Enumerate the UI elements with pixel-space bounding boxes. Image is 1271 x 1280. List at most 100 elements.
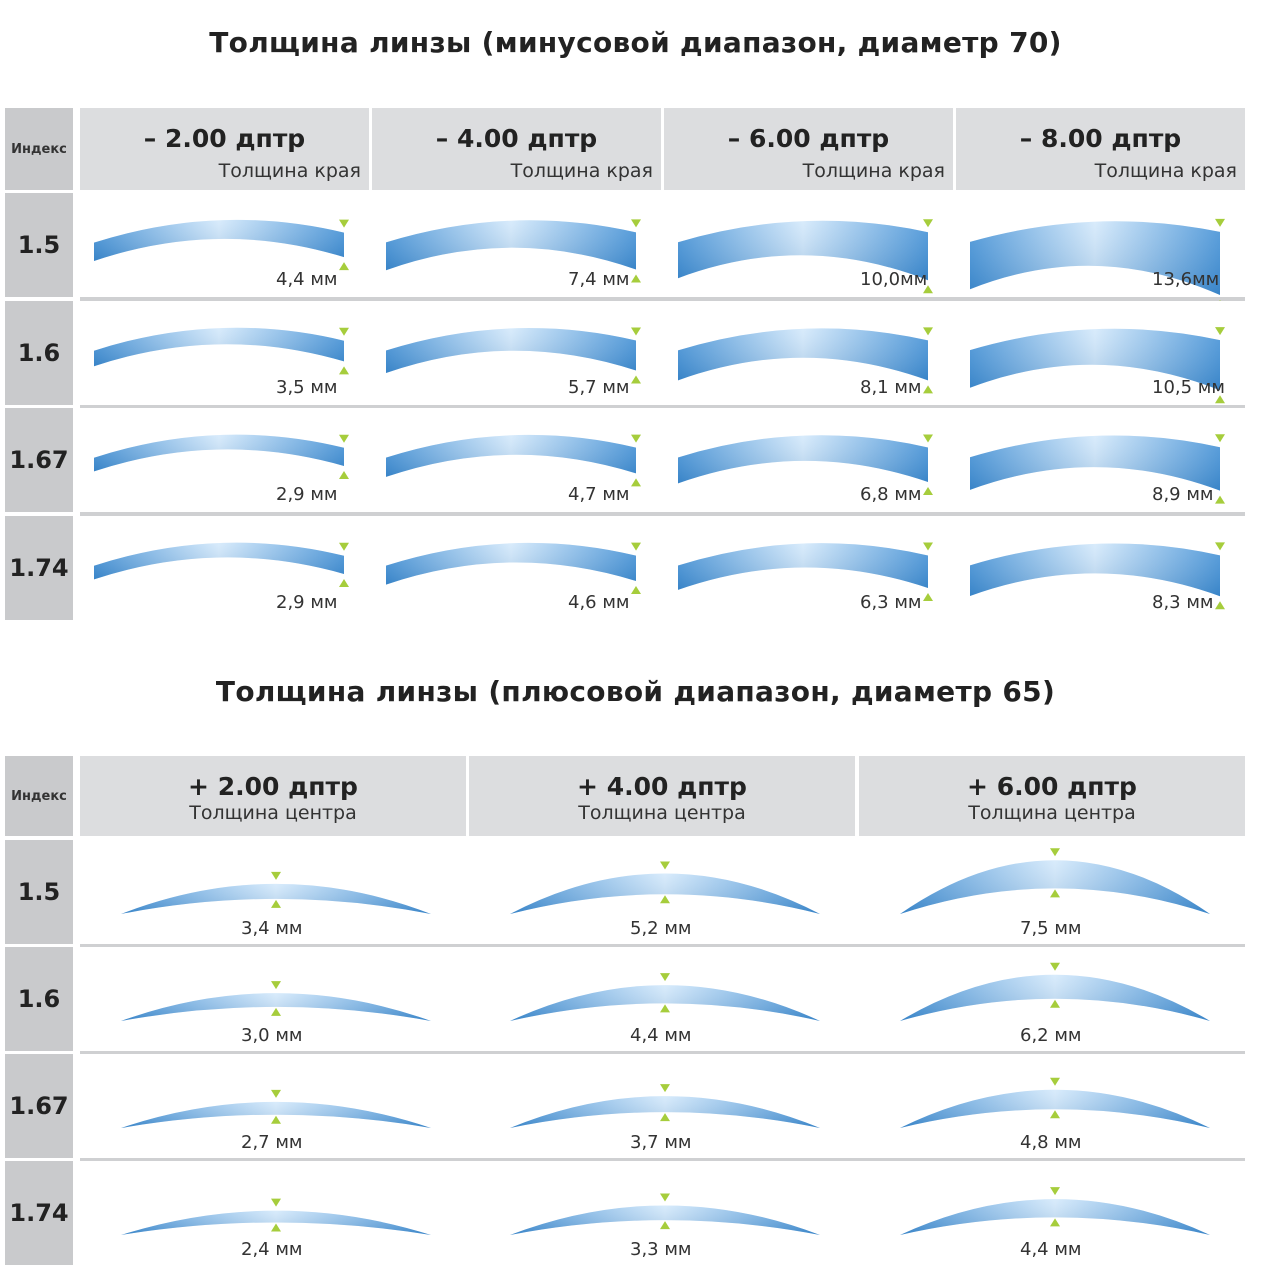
- lens-profile: [121, 981, 431, 1021]
- column-power: – 6.00 дптр: [727, 124, 890, 153]
- thickness-value: 8,1 мм: [860, 376, 922, 398]
- center-top-marker: [1050, 962, 1060, 971]
- index-value: 1.6: [5, 300, 73, 405]
- edge-top-marker: [631, 327, 641, 336]
- edge-bottom-marker: [631, 374, 641, 383]
- column-power: + 4.00 дптр: [577, 772, 747, 801]
- lens-shading: [510, 985, 820, 1021]
- edge-top-marker: [339, 434, 349, 443]
- lens-profile: [900, 848, 1210, 914]
- center-top-marker: [271, 981, 281, 990]
- lens-shading: [121, 1210, 431, 1235]
- edge-top-marker: [923, 434, 933, 443]
- thickness-value: 5,2 мм: [630, 918, 692, 939]
- lens-profile: [970, 434, 1225, 504]
- index-value: 1.74: [5, 1161, 73, 1265]
- edge-top-marker: [923, 219, 933, 228]
- minus-title: Толщина линзы (минусовой диапазон, диаме…: [209, 26, 1062, 59]
- column-power: – 4.00 дптр: [435, 124, 598, 153]
- edge-top-marker: [1215, 326, 1225, 335]
- lens-profile: [510, 973, 820, 1021]
- edge-bottom-marker: [631, 585, 641, 594]
- column-power: + 6.00 дптр: [967, 772, 1137, 801]
- thickness-value: 2,4 мм: [241, 1239, 303, 1260]
- row-divider: [80, 944, 1245, 948]
- thickness-value: 3,0 мм: [241, 1025, 303, 1046]
- lens-profile: [510, 1193, 820, 1235]
- thickness-value: 3,5 мм: [276, 376, 338, 398]
- lens-shading: [94, 434, 344, 472]
- lens-shading: [678, 435, 928, 484]
- thickness-value: 2,7 мм: [241, 1132, 303, 1153]
- lens-shading: [900, 1089, 1210, 1128]
- thickness-value: 10,0мм: [860, 269, 928, 290]
- lens-shading: [970, 435, 1220, 491]
- lens-profile: [510, 861, 820, 914]
- lens-profile: [121, 1198, 431, 1235]
- column-header: + 2.00 дптр Толщина центра: [80, 756, 466, 836]
- lens-profile: [121, 1089, 431, 1128]
- lens-shading: [678, 327, 928, 380]
- edge-bottom-marker: [1215, 495, 1225, 504]
- row-divider: [80, 297, 1245, 301]
- column-header: – 6.00 дптр Толщина края: [664, 108, 953, 190]
- edge-bottom-marker: [631, 274, 641, 283]
- edge-top-marker: [631, 542, 641, 551]
- thickness-value: 4,7 мм: [568, 484, 630, 505]
- lens-profile: [970, 541, 1225, 609]
- index-value: 1.6: [5, 947, 73, 1051]
- column-header: + 6.00 дптр Толщина центра: [859, 756, 1245, 836]
- lens-profile: [678, 326, 933, 393]
- thickness-value: 4,4 мм: [276, 269, 338, 290]
- index-value: 1.67: [5, 1054, 73, 1158]
- row-divider: [80, 1158, 1245, 1162]
- lens-shading: [900, 860, 1210, 914]
- lens-shading: [94, 219, 344, 262]
- lens-shading: [121, 883, 431, 914]
- column-subtitle: Толщина центра: [189, 802, 357, 824]
- edge-top-marker: [339, 542, 349, 551]
- center-top-marker: [660, 1193, 670, 1202]
- lens-shading: [678, 542, 928, 590]
- column-subtitle: Толщина центра: [578, 802, 746, 824]
- lens-shading: [94, 542, 344, 579]
- edge-bottom-marker: [339, 470, 349, 479]
- column-subtitle: Толщина края: [510, 160, 653, 182]
- center-bottom-marker: [271, 1007, 281, 1016]
- edge-top-marker: [339, 327, 349, 336]
- center-top-marker: [1050, 848, 1060, 857]
- thickness-value: 4,4 мм: [1020, 1239, 1082, 1260]
- index-header: Индекс: [5, 108, 73, 190]
- thickness-value: 10,5 мм: [1152, 376, 1225, 398]
- lens-shading: [970, 328, 1220, 390]
- lens-shading: [970, 542, 1220, 596]
- lens-shading: [386, 434, 636, 477]
- center-top-marker: [1050, 1187, 1060, 1196]
- thickness-value: 7,5 мм: [1020, 918, 1082, 939]
- edge-top-marker: [631, 434, 641, 443]
- index-value: 1.5: [5, 193, 73, 297]
- thickness-value: 6,8 мм: [860, 484, 922, 505]
- lens-profile: [94, 434, 349, 479]
- row-divider: [80, 404, 1245, 409]
- lens-profile: [386, 219, 641, 283]
- center-bottom-marker: [271, 1115, 281, 1124]
- thickness-value: 4,4 мм: [630, 1025, 692, 1046]
- center-bottom-marker: [660, 1004, 670, 1013]
- lens-shading: [510, 1205, 820, 1235]
- plus-title: Толщина линзы (плюсовой диапазон, диамет…: [215, 675, 1056, 708]
- row-divider: [80, 512, 1245, 516]
- edge-bottom-marker: [339, 578, 349, 587]
- column-power: – 2.00 дптр: [143, 124, 306, 153]
- lens-profile: [386, 542, 641, 594]
- lens-profile: [900, 962, 1210, 1021]
- center-bottom-marker: [660, 1221, 670, 1230]
- center-bottom-marker: [1050, 1218, 1060, 1227]
- lens-profile: [94, 327, 349, 374]
- thickness-value: 4,8 мм: [1020, 1132, 1082, 1153]
- center-bottom-marker: [1050, 889, 1060, 898]
- center-bottom-marker: [660, 895, 670, 904]
- thickness-value: 6,3 мм: [860, 591, 922, 613]
- lens-profile: [94, 219, 349, 271]
- center-bottom-marker: [1050, 999, 1060, 1008]
